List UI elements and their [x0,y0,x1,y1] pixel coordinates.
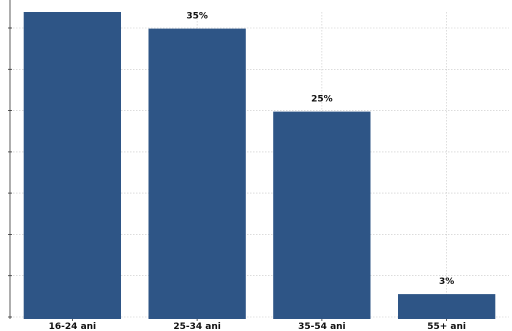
x-tick-label: 16-24 ani [49,322,96,331]
bar-value-label: 35% [186,12,208,22]
bar-value-label: 25% [311,95,333,105]
bar [23,12,122,319]
x-tick-label: 35-54 ani [298,322,345,331]
x-tick-label: 25-34 ani [173,322,220,331]
bar [273,111,371,319]
x-tick-label: 55+ ani [427,322,466,331]
axes [8,0,448,321]
bar-value-label: 3% [439,277,454,287]
bars [23,12,496,319]
bar [398,294,496,319]
bar-value-labels: 35% 25% 3% [186,12,454,288]
bar [148,28,246,319]
x-tick-labels: 16-24 ani 25-34 ani 35-54 ani 55+ ani [49,322,466,331]
